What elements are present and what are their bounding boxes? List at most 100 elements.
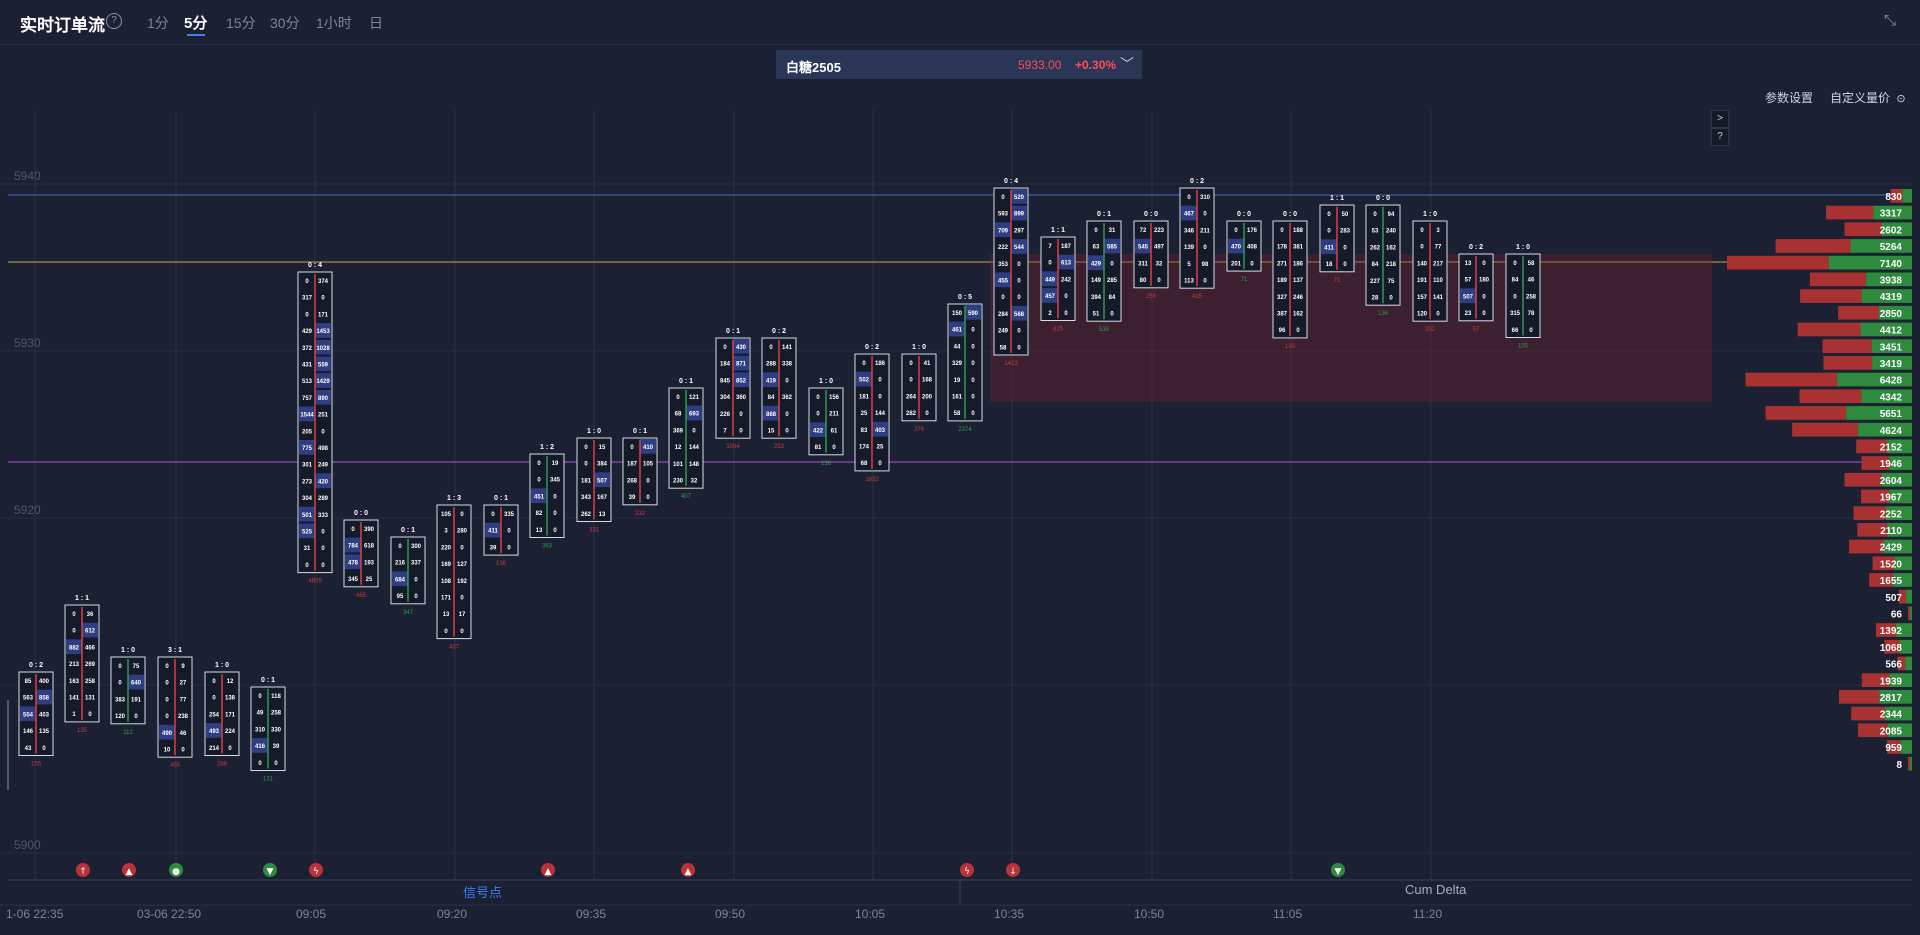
ask-volume: 338 xyxy=(782,362,793,368)
bid-volume: 163 xyxy=(69,679,80,685)
imbalance-cell xyxy=(128,674,144,690)
volume-sell-bar xyxy=(1898,589,1907,604)
ask-volume: 568 xyxy=(1014,312,1025,318)
ask-volume: 544 xyxy=(1014,245,1025,251)
bid-volume: 502 xyxy=(859,378,870,384)
bid-volume: 284 xyxy=(998,312,1009,318)
expand-right-button[interactable]: > xyxy=(1711,110,1729,128)
bid-volume: 0 xyxy=(118,664,122,670)
bid-volume: 0 xyxy=(165,664,169,670)
bid-volume: 317 xyxy=(302,296,313,302)
custom-price-link[interactable]: 自定义量价 ⊙ xyxy=(1830,89,1906,106)
bid-volume: 84 xyxy=(1372,262,1379,268)
volume-profile-value: 66 xyxy=(1891,610,1903,621)
imbalance-cell xyxy=(872,421,888,437)
signals-label[interactable]: 信号点 xyxy=(463,885,503,900)
bid-volume: 178 xyxy=(1277,245,1288,251)
ask-volume: 0 xyxy=(1203,245,1207,251)
ask-volume: 390 xyxy=(364,527,375,533)
volume-buy-bar xyxy=(1837,372,1912,387)
ask-volume: 39 xyxy=(273,744,280,750)
params-settings-link[interactable]: 参数设置 xyxy=(1765,91,1814,105)
ask-volume: 224 xyxy=(225,729,236,735)
time-label: 10:50 xyxy=(1134,907,1165,921)
ask-volume: 46 xyxy=(1528,278,1535,284)
volume-profile-row: 66 xyxy=(1891,606,1912,621)
bid-volume: 0 xyxy=(165,697,169,703)
symbol-name: 白糖2505 xyxy=(786,60,841,75)
bid-volume: 0 xyxy=(1001,295,1005,301)
ask-volume: 171 xyxy=(225,712,236,718)
signal-marker xyxy=(681,863,695,877)
ask-volume: 148 xyxy=(689,462,700,468)
volume-buy-bar xyxy=(1846,406,1912,420)
timeframe-30m[interactable]: 30分 xyxy=(270,15,300,31)
bid-volume: 19 xyxy=(954,378,961,384)
bid-volume: 12 xyxy=(675,445,682,451)
candle-delta: 71 xyxy=(1334,278,1341,284)
bid-volume: 0 xyxy=(816,412,820,418)
volume-sell-bar xyxy=(1838,305,1879,320)
timeframe-15m[interactable]: 15分 xyxy=(226,15,256,31)
footprint-candle: 0 118 49 258 310 330 416 39 0 0 0 : 1 131 xyxy=(250,677,286,783)
ask-volume: 238 xyxy=(178,714,189,720)
bid-volume: 268 xyxy=(627,478,638,484)
bid-volume: 0 xyxy=(1513,261,1517,267)
candle-ratio: 1 : 0 xyxy=(1423,211,1437,218)
ask-volume: 258 xyxy=(85,679,96,685)
bid-volume: 554 xyxy=(23,712,34,718)
price-axis-label: 5900 xyxy=(14,838,41,852)
imbalance-cell xyxy=(315,323,331,338)
volume-sell-bar xyxy=(1908,756,1911,771)
timeframe-1m[interactable]: 1分 xyxy=(147,15,169,31)
timeframe-day[interactable]: 日 xyxy=(369,15,383,31)
bid-volume: 201 xyxy=(1231,261,1242,267)
volume-profile-row: 2152 xyxy=(1856,439,1912,454)
imbalance-cell xyxy=(299,506,315,522)
bid-volume: 288 xyxy=(766,362,777,368)
bid-volume: 0 xyxy=(491,512,495,518)
bid-volume: 7 xyxy=(723,429,727,435)
ask-volume: 0 xyxy=(321,296,325,302)
side-help-button[interactable]: ? xyxy=(1711,128,1729,146)
footprint-candle: 0 121 68 693 369 0 12 144 101 148 230 32 0 : 1 407 xyxy=(668,378,704,500)
cum-delta-label[interactable]: Cum Delta xyxy=(1405,882,1467,897)
ask-volume: 0 xyxy=(971,328,975,334)
bid-volume: 411 xyxy=(488,529,498,535)
candle-ratio: 1 : 0 xyxy=(1516,244,1530,251)
bid-volume: 96 xyxy=(1279,328,1286,334)
bid-volume: 43 xyxy=(25,746,32,752)
bid-volume: 49 xyxy=(257,711,264,717)
ask-volume: 285 xyxy=(1107,278,1118,284)
ask-volume: 0 xyxy=(553,511,557,517)
bid-volume: 416 xyxy=(255,744,266,750)
timeframe-1h[interactable]: 1小时 xyxy=(316,15,352,31)
footprint-candle: 0 3 0 77 140 217 191 110 157 141 120 0 1 : 0 202 xyxy=(1412,211,1448,333)
ask-volume: 192 xyxy=(457,579,468,585)
collapse-arrows-icon[interactable]: ⤡ xyxy=(1884,12,1897,29)
help-icon[interactable]: ? xyxy=(106,13,122,29)
volume-sell-bar xyxy=(1869,573,1893,587)
bid-volume: 346 xyxy=(1184,228,1195,234)
volume-profile-row: 2110 xyxy=(1857,523,1912,537)
volume-profile-value: 5651 xyxy=(1880,409,1903,420)
ask-volume: 858 xyxy=(39,696,50,702)
ask-volume: 0 xyxy=(88,712,92,718)
timeframe-5m[interactable]: 5分 xyxy=(184,15,208,32)
ask-volume: 110 xyxy=(1433,278,1443,284)
footprint-candle: 0 310 467 0 346 211 139 0 5 98 113 0 0 : 2 415 xyxy=(1179,178,1215,300)
footprint-candle: 0 31 63 585 429 0 149 285 394 84 51 0 0 : 1 538 xyxy=(1086,211,1122,333)
ask-volume: 0 xyxy=(1250,261,1254,267)
imbalance-cell xyxy=(206,723,222,738)
bid-volume: 51 xyxy=(1093,312,1100,318)
bid-volume: 0 xyxy=(118,681,122,687)
volume-buy-bar xyxy=(1894,556,1912,571)
bid-volume: 0 xyxy=(630,445,634,451)
up-triangle-icon: ▲ xyxy=(122,863,136,877)
volume-profile-row: 3451 xyxy=(1822,339,1912,353)
signal-glyph: ▲ xyxy=(545,867,552,877)
ask-volume: 168 xyxy=(922,378,933,384)
symbol-change: +0.30% xyxy=(1075,58,1117,72)
symbol-selector[interactable]: 白糖2505 5933.00 +0.30% ﹀ xyxy=(776,50,1142,79)
